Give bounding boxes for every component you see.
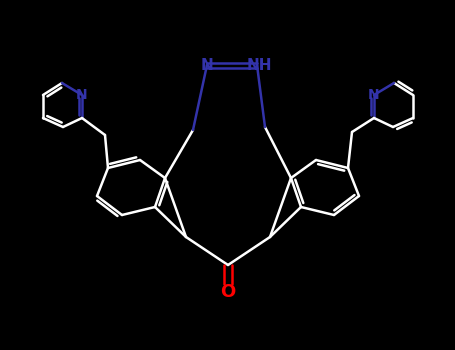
Text: N: N [201,57,213,72]
Text: N: N [368,88,380,102]
Text: N: N [76,88,88,102]
Text: NH: NH [246,57,272,72]
Text: O: O [220,283,236,301]
